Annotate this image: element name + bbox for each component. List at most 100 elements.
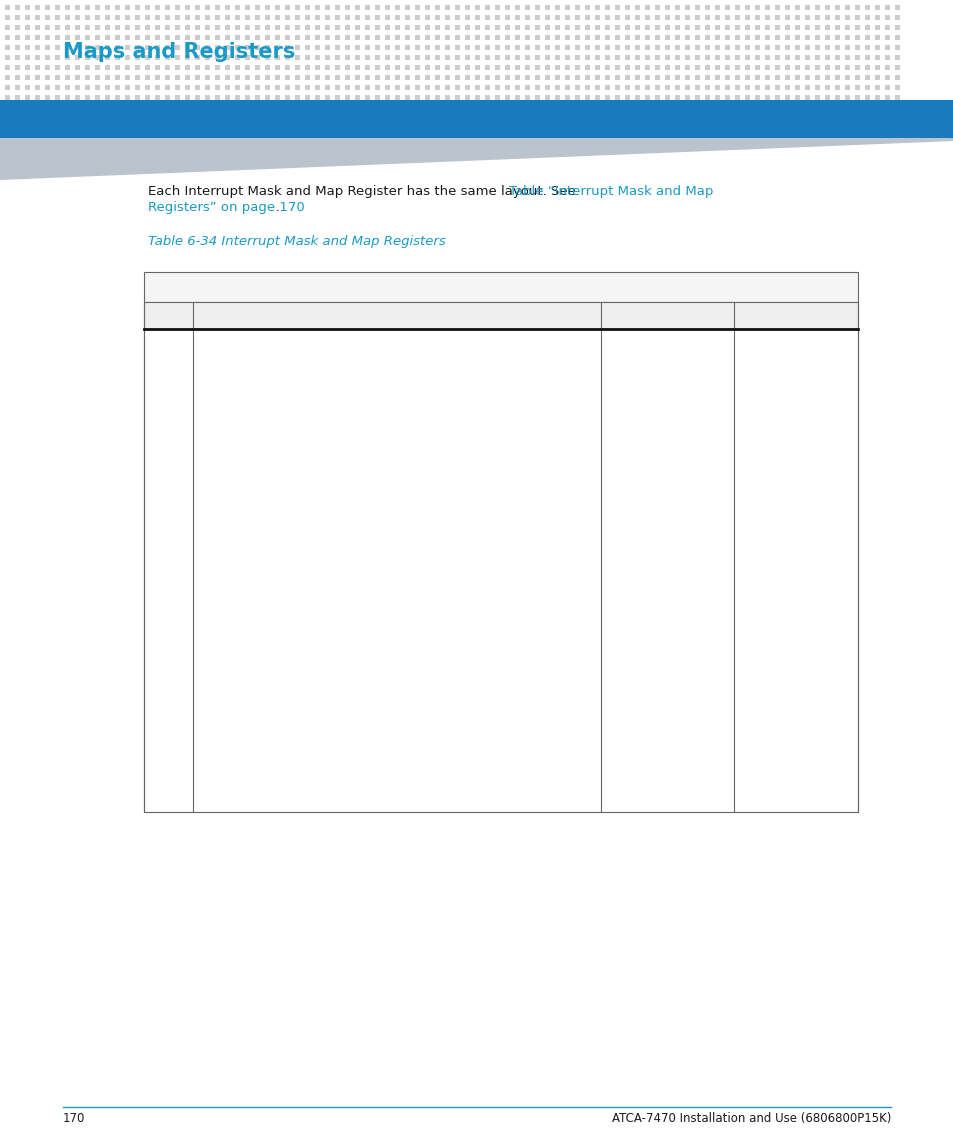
Bar	[824, 35, 829, 40]
Bar	[515, 5, 519, 10]
Bar	[804, 95, 809, 100]
Bar	[444, 85, 450, 90]
Bar	[234, 55, 240, 60]
Text: ATCA-7470 Installation and Use (6806800P15K): ATCA-7470 Installation and Use (6806800P…	[611, 1112, 890, 1126]
Bar	[655, 25, 659, 30]
Bar	[854, 95, 859, 100]
Bar	[415, 15, 419, 19]
Bar	[675, 55, 679, 60]
Bar	[744, 65, 749, 70]
Bar	[695, 25, 700, 30]
Bar	[504, 65, 510, 70]
Bar	[75, 95, 80, 100]
Bar	[375, 15, 379, 19]
Bar	[185, 85, 190, 90]
Bar	[174, 85, 180, 90]
Bar	[154, 65, 160, 70]
Bar	[464, 15, 470, 19]
Bar	[385, 55, 390, 60]
Bar	[154, 45, 160, 50]
Bar	[874, 76, 879, 80]
Text: Table 6-34 Interrupt Mask and Map Registers: Table 6-34 Interrupt Mask and Map Regist…	[148, 235, 445, 248]
Bar	[225, 65, 230, 70]
Bar	[415, 76, 419, 80]
Bar	[844, 45, 849, 50]
Bar	[225, 5, 230, 10]
Bar	[644, 5, 649, 10]
Bar	[174, 25, 180, 30]
Bar	[854, 45, 859, 50]
Bar	[75, 5, 80, 10]
Bar	[154, 35, 160, 40]
Bar	[405, 95, 410, 100]
Bar	[405, 85, 410, 90]
Bar	[515, 85, 519, 90]
Bar	[774, 35, 780, 40]
Bar	[274, 35, 280, 40]
Bar	[214, 35, 220, 40]
Bar	[25, 55, 30, 60]
Bar	[405, 55, 410, 60]
Text: 0x01: Frame number 1. IRQ0: 0x01: Frame number 1. IRQ0	[199, 420, 380, 434]
Bar	[65, 85, 70, 90]
Bar	[325, 55, 330, 60]
Bar	[185, 5, 190, 10]
Bar	[385, 25, 390, 30]
Bar	[325, 35, 330, 40]
Bar	[844, 95, 849, 100]
Bar	[274, 65, 280, 70]
Bar	[424, 65, 430, 70]
Bar	[884, 15, 889, 19]
Bar	[764, 5, 769, 10]
Bar	[714, 85, 720, 90]
Bar	[375, 45, 379, 50]
Text: 0x07: Frame number 7. IRQ6: 0x07: Frame number 7. IRQ6	[199, 520, 380, 532]
Bar	[834, 35, 840, 40]
Bar	[385, 65, 390, 70]
Bar	[345, 55, 350, 60]
Bar	[484, 5, 490, 10]
Bar	[484, 35, 490, 40]
Bar	[254, 65, 260, 70]
Bar	[335, 55, 339, 60]
Bar	[854, 15, 859, 19]
Bar	[115, 85, 120, 90]
Bar	[714, 45, 720, 50]
Bar	[385, 15, 390, 19]
Bar	[205, 76, 210, 80]
Bar	[664, 35, 669, 40]
Bar	[854, 65, 859, 70]
Bar	[495, 25, 499, 30]
Bar	[555, 15, 559, 19]
Text: 4:0: 4:0	[158, 338, 178, 352]
Text: 0: 0	[662, 338, 671, 352]
Bar	[365, 35, 370, 40]
Text: Bit: Bit	[159, 309, 176, 322]
Bar	[95, 85, 100, 90]
Bar	[5, 15, 10, 19]
Bar	[464, 5, 470, 10]
Bar	[624, 65, 629, 70]
Bar	[844, 55, 849, 60]
Bar	[335, 25, 339, 30]
Bar	[644, 45, 649, 50]
Bar	[145, 55, 150, 60]
Bar	[734, 85, 740, 90]
Bar	[714, 76, 720, 80]
Bar	[285, 5, 290, 10]
Text: 0x10: Frame number 16. IRQ15: 0x10: Frame number 16. IRQ15	[199, 668, 396, 681]
Bar	[524, 55, 530, 60]
Bar	[575, 55, 579, 60]
Bar	[285, 95, 290, 100]
Bar	[814, 95, 820, 100]
Bar	[165, 5, 170, 10]
Bar	[75, 45, 80, 50]
Bar	[644, 95, 649, 100]
Bar	[345, 76, 350, 80]
Bar	[555, 35, 559, 40]
Bar	[15, 15, 20, 19]
Bar	[185, 15, 190, 19]
Bar	[435, 55, 439, 60]
Bar	[35, 65, 40, 70]
Bar	[784, 95, 789, 100]
